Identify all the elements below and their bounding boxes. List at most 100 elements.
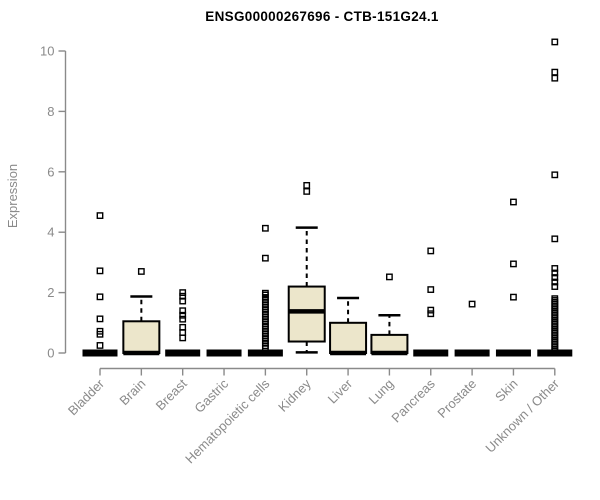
outlier-point [551, 336, 559, 344]
outlier-point [510, 293, 517, 301]
outlier-point [551, 235, 559, 243]
outlier-point [551, 318, 559, 326]
boxplot-skin [495, 198, 531, 357]
x-category-label: Breast [153, 376, 190, 413]
x-category-label: Brain [116, 376, 148, 408]
flat-box [82, 349, 118, 357]
outlier-point [386, 273, 393, 281]
outlier-point [551, 307, 559, 315]
outlier-point [510, 198, 517, 206]
outlier-point [551, 338, 559, 346]
outlier-point [551, 315, 559, 322]
flat-box [165, 349, 201, 357]
outlier-point [551, 297, 559, 304]
chart-title: ENSG00000267696 - CTB-151G24.1 [205, 9, 439, 24]
outlier-point [551, 324, 559, 332]
outlier-point [551, 333, 559, 341]
boxplot-hematopoietic-cells [247, 224, 283, 357]
outlier-point [468, 300, 476, 308]
outlier-point [427, 286, 435, 293]
outlier-point [551, 38, 559, 46]
box-series [82, 38, 573, 357]
outlier-point [303, 188, 311, 195]
y-tick-label: 6 [47, 164, 54, 179]
flat-box [206, 349, 242, 357]
outlier-point [179, 297, 187, 305]
outlier-point [261, 224, 269, 232]
outlier-point [96, 212, 104, 219]
outlier-point [551, 300, 559, 308]
y-axis-label: Expression [5, 164, 20, 228]
outlier-point [179, 315, 187, 323]
flat-box [495, 349, 531, 357]
iqr-box [329, 321, 368, 354]
x-category-label: Unknown / Other [482, 376, 562, 456]
outlier-point [96, 330, 104, 338]
outlier-point [551, 269, 559, 277]
outlier-point [551, 68, 559, 76]
outlier-point [551, 274, 559, 281]
outlier-point [179, 311, 187, 319]
x-category-label: Bladder [65, 376, 108, 419]
outlier-point [551, 311, 559, 319]
outlier-point [179, 307, 187, 315]
outlier-point [427, 306, 435, 314]
outlier-point [551, 74, 559, 82]
outlier-point [96, 315, 104, 323]
iqr-box [370, 333, 409, 355]
flat-box [413, 349, 449, 357]
y-tick-label: 4 [47, 225, 54, 240]
x-category-label: Prostate [434, 376, 479, 421]
flat-box [454, 349, 490, 357]
outlier-point [427, 310, 435, 318]
outlier-point [427, 247, 435, 255]
boxplot-bladder [82, 212, 118, 357]
outlier-point [551, 322, 559, 330]
outlier-point [551, 320, 559, 328]
outlier-point [551, 326, 559, 333]
x-category-label: Lung [365, 376, 396, 407]
boxplot-pancreas [413, 247, 449, 357]
outlier-point [551, 331, 559, 339]
y-tick-label: 2 [47, 285, 54, 300]
boxplot-prostate [454, 300, 490, 357]
boxplot-gastric [206, 349, 242, 357]
outlier-point [510, 260, 517, 268]
outlier-point [551, 313, 559, 321]
y-tick-label: 8 [47, 104, 54, 119]
outlier-point [551, 316, 559, 324]
outlier-point [96, 267, 104, 275]
outlier-point [179, 334, 187, 342]
outlier-point [551, 304, 559, 312]
outlier-point [96, 342, 104, 349]
boxplot-liver [329, 296, 368, 356]
outlier-point [551, 306, 559, 313]
outlier-point [551, 298, 559, 306]
x-category-label: Kidney [275, 376, 314, 415]
boxplot-kidney [287, 181, 326, 354]
boxplot-brain [122, 268, 161, 356]
outlier-point [551, 295, 559, 303]
y-tick-label: 0 [47, 346, 54, 361]
outlier-point [551, 340, 559, 348]
outlier-point [179, 289, 187, 296]
outlier-point [551, 344, 559, 351]
boxplot-unknown-other [537, 38, 573, 357]
outlier-point [551, 283, 559, 290]
outlier-point [303, 181, 311, 189]
x-category-label: Skin [492, 376, 520, 404]
outlier-point [551, 171, 559, 179]
outlier-point [137, 268, 145, 275]
outlier-point [551, 329, 559, 337]
outlier-point [96, 293, 104, 301]
outlier-point [551, 309, 559, 317]
outlier-point [261, 344, 269, 352]
boxplot-lung [370, 273, 409, 356]
iqr-box [287, 285, 326, 343]
iqr-box [122, 320, 161, 355]
outlier-point [551, 335, 559, 342]
outlier-point [551, 278, 559, 286]
